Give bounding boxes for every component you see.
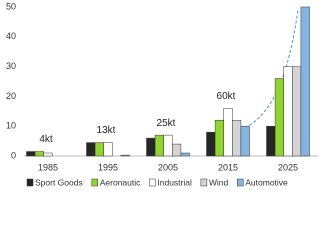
- bar: [266, 125, 276, 157]
- bar: [214, 119, 224, 157]
- bar: [43, 152, 53, 157]
- annotation: 4kt: [39, 134, 53, 145]
- bar: [232, 119, 242, 157]
- legend-label: Industrial: [157, 177, 192, 187]
- legend-label: Sport Goods: [35, 177, 83, 187]
- bar: [163, 134, 173, 157]
- chart: Sport Goods Aeronautic Industrial Wind Autom…: [6, 0, 318, 187]
- bar: [172, 143, 182, 157]
- x-tick-label: 2025: [278, 162, 298, 172]
- x-tick-label: 2015: [218, 162, 238, 172]
- legend-label: Automotive: [245, 177, 288, 187]
- legend-label: Aeronautic: [100, 177, 141, 187]
- legend-label: Wind: [209, 177, 229, 187]
- annotation: 13kt: [97, 125, 116, 136]
- legend-swatch: [237, 178, 244, 187]
- bar: [26, 151, 36, 157]
- legend-swatch: [200, 178, 208, 187]
- annotation: 60kt: [217, 91, 236, 102]
- annotation: 25kt: [157, 118, 176, 129]
- y-tick-label: 0: [11, 150, 16, 160]
- bar: [274, 78, 284, 157]
- legend-swatch: [26, 178, 34, 187]
- annotation: 150kt: [274, 0, 299, 1]
- y-tick-label: 30: [6, 61, 16, 71]
- bar: [146, 137, 156, 157]
- bar: [94, 142, 104, 157]
- bar: [120, 154, 130, 157]
- legend-swatch: [149, 178, 156, 187]
- y-tick-label: 50: [6, 1, 16, 11]
- y-tick-label: 10: [6, 121, 16, 131]
- trend-curve: [235, 9, 299, 133]
- legend-swatch: [91, 178, 98, 187]
- bar: [154, 134, 164, 157]
- bar: [180, 152, 190, 157]
- bar: [283, 66, 293, 157]
- bar: [292, 66, 302, 157]
- x-tick-label: 1985: [38, 162, 58, 172]
- bar: [240, 125, 250, 157]
- bar: [103, 142, 113, 157]
- y-tick-label: 40: [6, 31, 16, 41]
- y-tick-label: 20: [6, 91, 16, 101]
- x-tick-label: 1995: [98, 162, 118, 172]
- bar: [86, 142, 96, 157]
- bar: [223, 108, 233, 157]
- x-tick-label: 2005: [158, 162, 178, 172]
- legend: Sport Goods Aeronautic Industrial Wind Autom…: [26, 177, 288, 187]
- bar: [34, 151, 44, 157]
- bar: [300, 6, 310, 157]
- bar: [206, 131, 216, 157]
